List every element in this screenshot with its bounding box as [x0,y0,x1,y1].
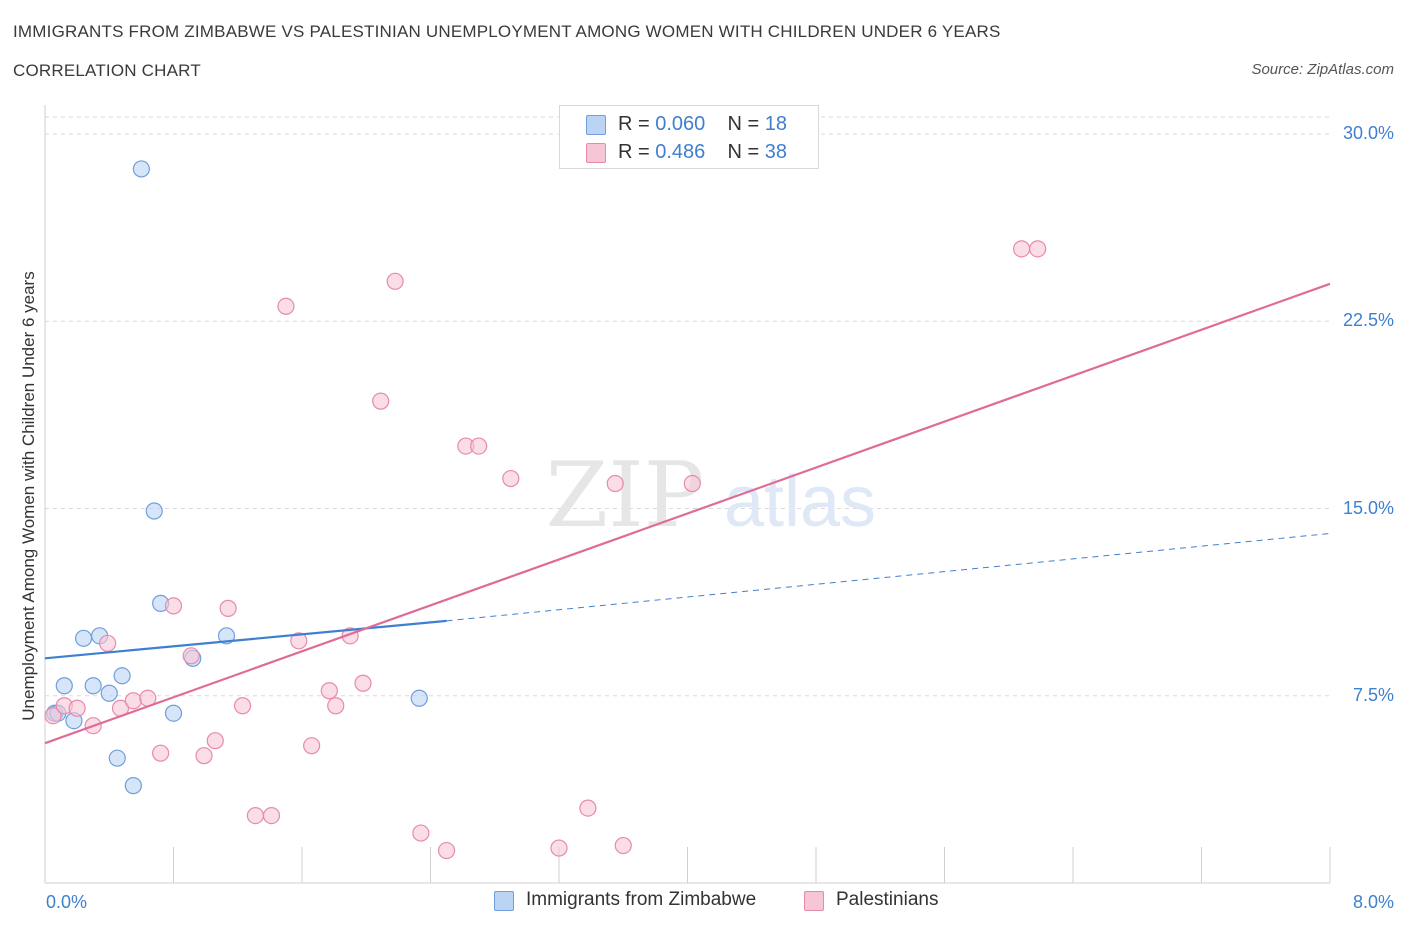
r-label: R = [618,113,656,135]
point-palestinians [502,469,520,488]
point-palestinians [354,674,372,692]
point-zimbabwe [132,160,150,178]
series-legend: Immigrants from Zimbabwe Palestinians [0,888,1406,916]
chart-subtitle: CORRELATION CHART [13,61,201,80]
r-value: 0.060 [655,113,706,135]
point-zimbabwe [217,627,236,645]
n-label: N = [727,113,765,135]
trend-line-zimbabwe [44,619,447,660]
point-palestinians [164,597,183,615]
legend-label-palestinians: Palestinians [836,889,939,910]
point-palestinians [470,437,488,455]
point-palestinians [1029,240,1047,258]
point-palestinians [320,682,338,700]
point-palestinians [412,824,430,842]
y-axis-label: Unemployment Among Women with Children U… [19,271,38,721]
point-palestinians [124,692,142,710]
legend-swatch-blue [586,115,606,135]
point-zimbabwe [124,777,142,795]
axes [44,105,1331,884]
point-palestinians [152,744,170,762]
point-zimbabwe [100,684,118,702]
point-palestinians [68,699,86,717]
point-palestinians [579,799,597,817]
source-credit: Source: ZipAtlas.com [1251,61,1394,78]
legend-swatch-pink [586,143,606,163]
x-tick-label-min: 0.0% [46,892,88,912]
gridlines [45,116,1330,697]
x-tick-label-max: 8.0% [1352,892,1394,912]
point-palestinians [290,632,308,650]
point-palestinians [437,841,456,860]
watermark-atlas: atlas [724,462,876,542]
point-palestinians [262,806,281,825]
r-label: R = [618,141,656,163]
y-tick-label: 22.5% [1342,310,1394,331]
point-zimbabwe [55,677,73,695]
chart-title: IMMIGRANTS FROM ZIMBABWE VS PALESTINIAN … [13,22,1001,41]
n-value: 18 [764,113,788,135]
y-tick-label: 30.0% [1342,123,1394,143]
legend-swatch-pink [804,891,824,911]
legend-label-zimbabwe: Immigrants from Zimbabwe [526,889,757,910]
n-label: N = [727,141,765,163]
y-tick-label: 15.0% [1342,497,1394,518]
trend-line-zimbabwe-extension [446,532,1331,622]
point-palestinians [99,634,117,652]
point-palestinians [277,297,295,315]
point-palestinians [550,839,568,857]
point-palestinians [206,732,224,750]
watermark-zip: ZIP [546,443,705,548]
legend-swatch-blue [494,891,514,911]
point-palestinians [327,697,345,715]
watermark: ZIP atlas [546,443,876,548]
point-palestinians [614,836,632,855]
point-palestinians [303,737,321,755]
point-zimbabwe [74,629,93,647]
point-palestinians [683,474,701,493]
point-palestinians [44,707,62,725]
point-zimbabwe [84,677,102,695]
point-zimbabwe [410,689,428,707]
point-palestinians [233,697,252,715]
trend-line-palestinians [44,282,1331,745]
point-palestinians [219,599,237,617]
correlation-legend: R = 0.060 N = 18 R = 0.486 N = 38 [559,105,819,169]
r-value: 0.486 [655,141,706,163]
data-points [44,160,1047,860]
point-palestinians [606,474,624,493]
point-palestinians [246,806,265,825]
point-zimbabwe [108,749,126,767]
point-palestinians [372,392,390,410]
y-tick-label: 7.5% [1352,684,1394,705]
trend-lines [44,282,1331,745]
point-palestinians [182,647,200,665]
point-zimbabwe [145,502,163,520]
point-zimbabwe [113,667,131,685]
point-palestinians [386,272,404,290]
point-palestinians [195,747,213,765]
n-value: 38 [764,141,788,163]
point-palestinians [1012,240,1031,258]
point-zimbabwe [164,704,183,722]
